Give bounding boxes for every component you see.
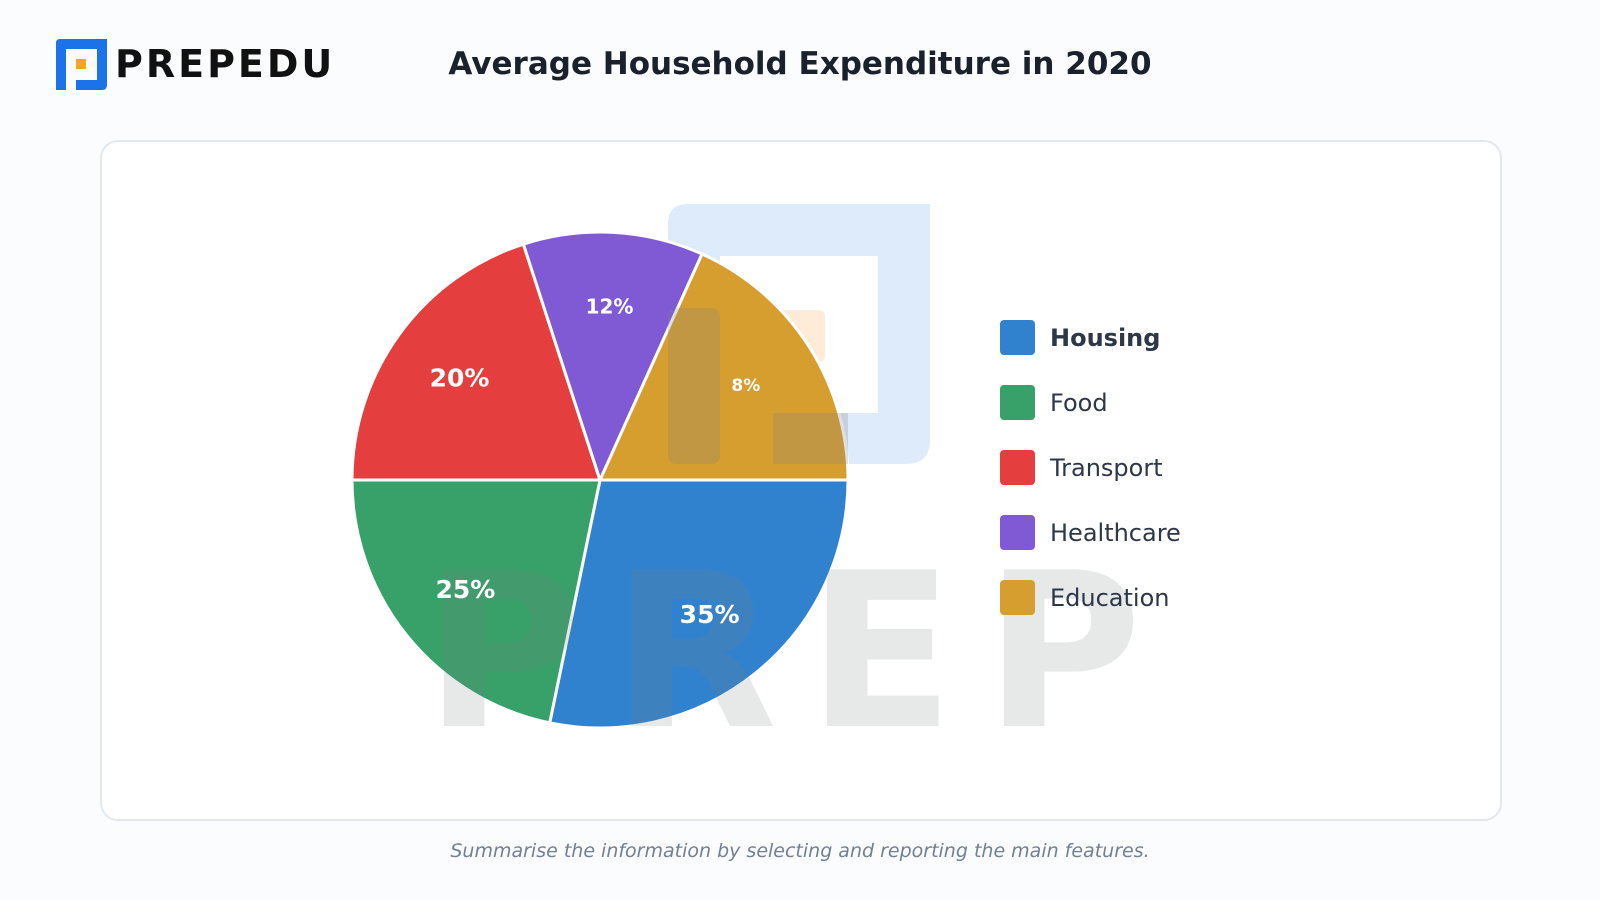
legend-swatch <box>1000 580 1035 615</box>
brand-logo: PREPEDU <box>56 39 335 90</box>
prepedu-logo-icon <box>56 39 107 90</box>
slice-label-food: 25% <box>435 575 495 604</box>
slice-label-healthcare: 12% <box>586 295 634 319</box>
legend-item-housing[interactable]: Housing <box>1000 320 1181 355</box>
slice-label-transport: 20% <box>430 363 490 392</box>
legend-swatch <box>1000 385 1035 420</box>
task-instruction: Summarise the information by selecting a… <box>450 840 1150 862</box>
slice-label-housing: 35% <box>680 600 740 629</box>
legend-item-healthcare[interactable]: Healthcare <box>1000 515 1181 550</box>
chart-legend: Housing Food Transport Healthcare Education <box>1000 320 1181 645</box>
pie-slice-healthcare <box>521 230 705 485</box>
legend-label: Transport <box>1050 453 1163 482</box>
watermark-text: PREP <box>424 526 1172 777</box>
legend-swatch <box>1000 450 1035 485</box>
pie-slice-food <box>350 478 602 725</box>
legend-swatch <box>1000 515 1035 550</box>
slice-label-education: 8% <box>731 376 760 396</box>
legend-item-transport[interactable]: Transport <box>1000 450 1181 485</box>
watermark: PREP <box>424 308 1172 777</box>
legend-label: Food <box>1050 388 1108 417</box>
legend-item-food[interactable]: Food <box>1000 385 1181 420</box>
chart-title: Average Household Expenditure in 2020 <box>448 46 1152 82</box>
legend-label: Housing <box>1050 323 1161 352</box>
legend-label: Healthcare <box>1050 518 1181 547</box>
pie-slice-education <box>597 251 850 482</box>
brand-name: PREPEDU <box>115 42 336 86</box>
legend-label: Education <box>1050 583 1170 612</box>
pie-slice-transport <box>350 242 603 482</box>
pie-slice-housing <box>547 478 850 730</box>
legend-item-education[interactable]: Education <box>1000 580 1181 615</box>
legend-swatch <box>1000 320 1035 355</box>
